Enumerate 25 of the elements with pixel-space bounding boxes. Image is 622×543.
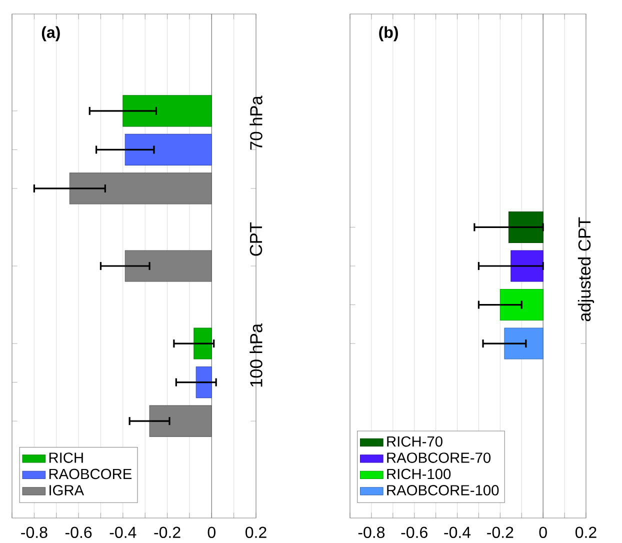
x-tick-label: -0.6 [65, 526, 92, 538]
x-tick-label: 0 [208, 526, 216, 538]
x-tick-label: -0.8 [358, 526, 385, 538]
annotation: adjusted CPT [578, 217, 594, 322]
legend-label: RAOBCORE-70 [387, 452, 491, 463]
x-tick-label: 0 [539, 526, 547, 538]
legend-label: RICH [49, 452, 83, 463]
legend-label: RAOBCORE [49, 468, 132, 480]
annotation: 70 hPa [250, 96, 262, 150]
text: (a) [42, 26, 60, 42]
legend-label: RAOBCORE-100 [387, 485, 499, 496]
annotation: 100 hPa [250, 323, 262, 387]
x-tick-label: -0.2 [487, 526, 514, 538]
x-tick-label: -0.2 [154, 526, 180, 538]
x-tick-label: -0.6 [401, 526, 428, 538]
x-tick-label: 0.2 [246, 526, 266, 538]
annotation: CPT [250, 222, 262, 256]
x-tick-label: 0.2 [575, 526, 596, 538]
text: (b) [379, 26, 398, 42]
legend-label: RICH-100 [387, 468, 451, 480]
legend-label: IGRA [50, 485, 84, 496]
x-tick-label: -0.8 [21, 526, 48, 538]
x-tick-label: -0.4 [444, 526, 471, 538]
legend-label: RICH-70 [387, 436, 442, 447]
x-tick-label: -0.4 [110, 526, 136, 538]
